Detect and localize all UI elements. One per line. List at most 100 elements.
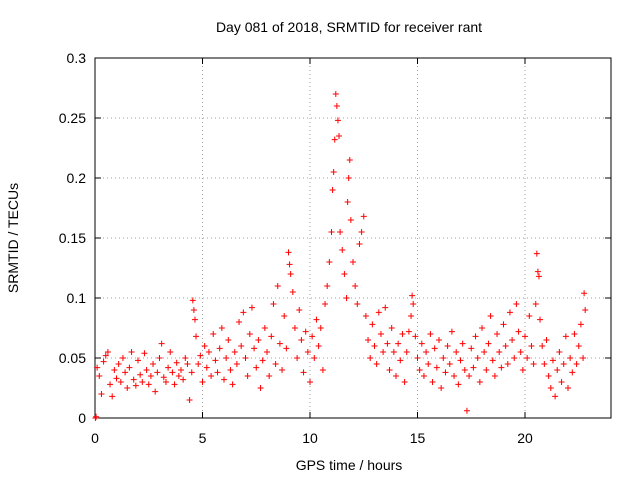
data-point (410, 301, 417, 307)
data-point (195, 361, 202, 367)
data-point (408, 313, 415, 319)
data-point (287, 271, 294, 277)
data-point (173, 359, 180, 366)
data-point (184, 361, 191, 367)
data-point (528, 343, 535, 349)
data-point (307, 379, 313, 385)
data-point (291, 325, 298, 331)
data-point (397, 357, 404, 364)
data-point (98, 391, 105, 397)
data-point (384, 340, 391, 347)
data-point (399, 331, 406, 337)
data-point (491, 373, 498, 379)
data-point (461, 367, 468, 373)
data-point (96, 373, 103, 379)
data-point (345, 175, 352, 181)
data-point (545, 373, 552, 379)
data-point (229, 381, 236, 388)
data-point (100, 358, 107, 365)
data-point (115, 361, 122, 367)
data-point (414, 355, 421, 361)
data-point (489, 357, 496, 364)
y-tick-label: 0.05 (59, 350, 86, 366)
data-point (189, 297, 196, 304)
data-point (534, 268, 541, 275)
data-point (567, 355, 574, 361)
data-point (188, 369, 195, 376)
data-point (244, 373, 251, 379)
data-point (457, 357, 464, 364)
data-point (336, 133, 343, 139)
data-point (322, 301, 329, 307)
data-point (526, 313, 533, 319)
data-point (130, 376, 137, 383)
data-point (169, 369, 176, 376)
data-point (444, 343, 451, 349)
data-point (409, 292, 416, 299)
data-point (102, 352, 109, 359)
data-point (535, 273, 542, 280)
data-point (350, 259, 356, 265)
data-point (517, 349, 524, 355)
data-point (311, 355, 318, 361)
data-point (158, 340, 165, 347)
y-tick-label: 0.1 (67, 290, 87, 306)
x-tick-label: 20 (517, 430, 533, 446)
data-point (412, 333, 419, 340)
data-point (135, 357, 141, 364)
data-point (279, 367, 286, 373)
data-point (515, 328, 522, 335)
data-point (343, 295, 350, 301)
data-point (382, 304, 389, 311)
data-point (496, 349, 503, 355)
data-point (360, 213, 367, 220)
data-point (487, 313, 494, 319)
data-point (283, 345, 290, 352)
data-point (506, 309, 513, 316)
data-point (128, 349, 135, 355)
data-point (251, 345, 258, 352)
data-point (109, 393, 116, 400)
data-points (92, 91, 589, 421)
data-point (431, 345, 438, 352)
data-point (543, 337, 550, 343)
data-point (416, 367, 423, 373)
data-point (581, 290, 588, 297)
data-point (236, 319, 243, 325)
data-point (268, 333, 275, 340)
data-point (285, 249, 292, 256)
data-point (405, 328, 412, 335)
data-point (261, 325, 268, 331)
data-point (317, 325, 324, 331)
data-point (571, 331, 578, 337)
data-point (300, 369, 307, 376)
data-point (455, 381, 462, 388)
data-point (371, 343, 378, 349)
data-point (319, 367, 326, 373)
data-point (362, 313, 369, 319)
data-point (380, 349, 387, 355)
data-point (233, 361, 240, 367)
y-tick-label: 0.25 (59, 110, 86, 126)
data-point (259, 357, 266, 364)
data-point (438, 385, 445, 391)
data-point (328, 229, 335, 235)
data-point (365, 337, 372, 343)
data-point (388, 325, 395, 331)
data-point (470, 364, 477, 371)
data-point (337, 229, 344, 235)
data-point (522, 333, 528, 340)
data-point (255, 337, 262, 343)
data-point (324, 283, 331, 289)
data-point (197, 352, 204, 359)
data-point (565, 385, 571, 391)
data-point (180, 376, 187, 383)
data-point (403, 349, 410, 355)
data-point (575, 343, 582, 349)
data-point (289, 289, 296, 295)
data-point (165, 364, 172, 371)
y-tick-label: 0.15 (59, 230, 86, 246)
data-point (532, 301, 539, 307)
data-point (519, 367, 526, 373)
